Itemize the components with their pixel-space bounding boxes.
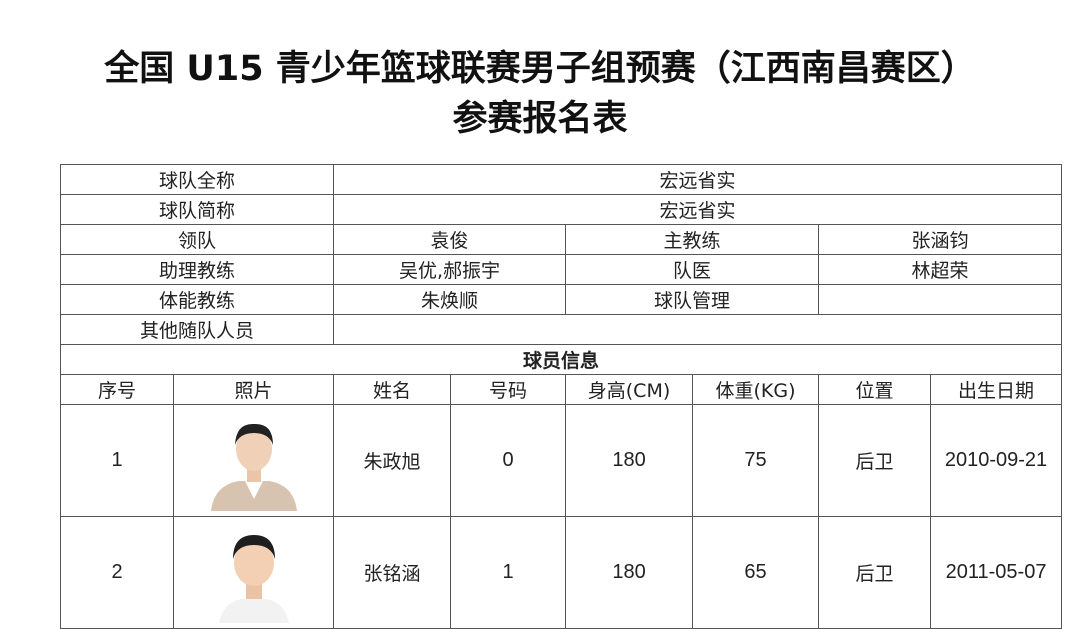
label: 球队全称 — [59, 164, 335, 195]
label: 体能教练 — [59, 284, 335, 315]
label: 助理教练 — [59, 254, 335, 285]
player-weight: 75 — [692, 404, 820, 517]
player-no: 1 — [60, 404, 174, 517]
header-photo: 照片 — [172, 374, 335, 405]
player-height: 180 — [565, 516, 694, 629]
label: 主教练 — [565, 224, 820, 255]
form-title: 全国 U15 青少年篮球联赛男子组预赛（江西南昌赛区） — [104, 49, 976, 89]
others-row: 其他随队人员 — [59, 314, 1063, 345]
players-section-title: 球员信息 — [59, 344, 1063, 375]
label: 球队简称 — [59, 194, 335, 225]
player-height: 180 — [565, 404, 694, 517]
player-row: 1 朱政旭 0 180 75 后卫 2010-09-21 — [60, 404, 1063, 517]
team-full-name-row: 球队全称 宏远省实 — [59, 164, 1063, 195]
team-short-name-row: 球队简称 宏远省实 — [59, 194, 1063, 225]
player-photo-image — [210, 423, 297, 511]
header-birth: 出生日期 — [930, 374, 1063, 405]
head-coach: 张涵钧 — [818, 224, 1063, 255]
header-no: 序号 — [60, 374, 174, 405]
player-photo — [172, 516, 335, 629]
form-subtitle: 参赛报名表 — [452, 99, 628, 139]
assistant-coach: 吴优,郝振宇 — [333, 254, 567, 285]
fitness-coach: 朱焕顺 — [333, 284, 567, 315]
player-birth: 2010-09-21 — [930, 404, 1063, 517]
header-name: 姓名 — [333, 374, 452, 405]
assistant-row: 助理教练 吴优,郝振宇 队医 林超荣 — [59, 254, 1063, 285]
others — [333, 314, 1063, 345]
label: 其他随队人员 — [59, 314, 335, 345]
players-section-row: 球员信息 — [59, 344, 1063, 375]
registration-table: 球队全称 宏远省实 球队简称 宏远省实 领队 袁俊 主教练 张涵钧 助理教练 吴… — [59, 164, 1063, 629]
player-number: 1 — [450, 516, 567, 629]
player-row: 2 张铭涵 1 180 65 后卫 2011-05-07 — [60, 516, 1063, 629]
team-full-name: 宏远省实 — [333, 164, 1063, 195]
leader-row: 领队 袁俊 主教练 张涵钧 — [59, 224, 1063, 255]
player-position: 后卫 — [818, 516, 932, 629]
fitness-row: 体能教练 朱焕顺 球队管理 — [59, 284, 1063, 315]
player-name: 朱政旭 — [333, 404, 452, 517]
label: 球队管理 — [565, 284, 820, 315]
manager — [818, 284, 1063, 315]
label: 队医 — [565, 254, 820, 285]
team-short-name: 宏远省实 — [333, 194, 1063, 225]
doctor: 林超荣 — [818, 254, 1063, 285]
leader: 袁俊 — [333, 224, 567, 255]
player-no: 2 — [60, 516, 174, 629]
header-position: 位置 — [818, 374, 932, 405]
players-header-row: 序号 照片 姓名 号码 身高(CM) 体重(KG) 位置 出生日期 — [60, 374, 1063, 405]
player-number: 0 — [450, 404, 567, 517]
header-number: 号码 — [450, 374, 567, 405]
player-weight: 65 — [692, 516, 820, 629]
header-weight: 体重(KG) — [692, 374, 820, 405]
player-position: 后卫 — [818, 404, 932, 517]
player-photo — [172, 404, 335, 517]
header-height: 身高(CM) — [565, 374, 694, 405]
label: 领队 — [59, 224, 335, 255]
player-name: 张铭涵 — [333, 516, 452, 629]
player-birth: 2011-05-07 — [930, 516, 1063, 629]
